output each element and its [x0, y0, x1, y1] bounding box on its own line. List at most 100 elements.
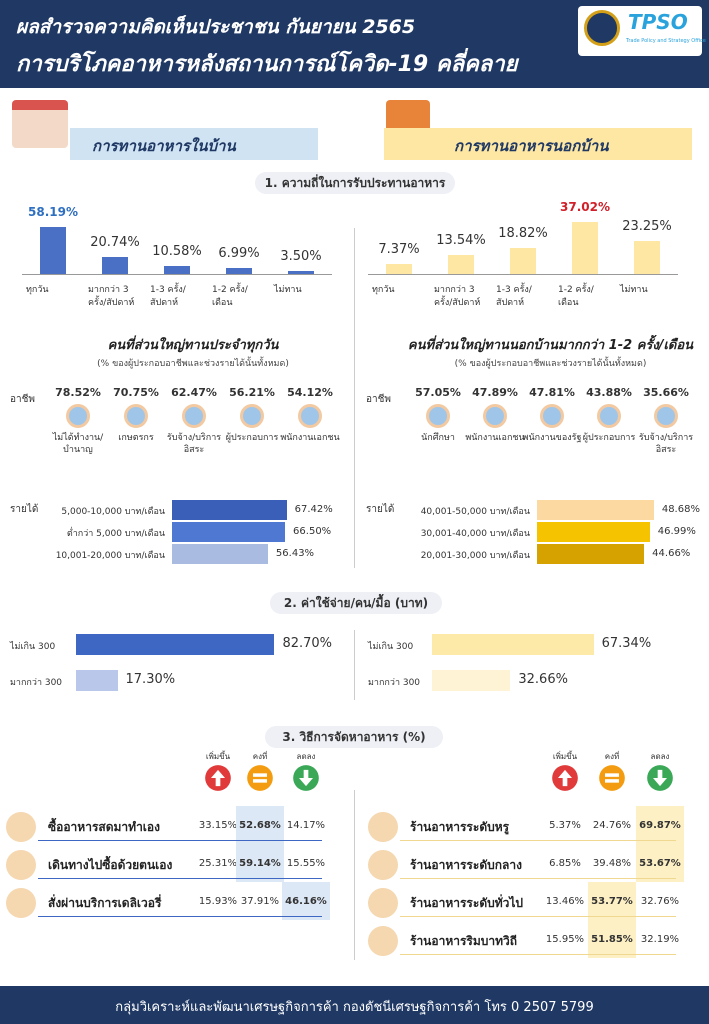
footer-bar	[0, 986, 709, 1024]
method-name: เดินทางไปซื้อด้วยตนเอง	[48, 858, 173, 872]
row-rule	[38, 878, 322, 879]
avatar-icon	[540, 404, 564, 428]
home-panel	[70, 128, 318, 160]
bar	[572, 222, 598, 274]
method-value: 53.77%	[591, 896, 633, 907]
occupation-value: 57.05%	[415, 386, 461, 399]
row-icon	[6, 812, 36, 842]
occupation-label: อาชีพ	[366, 394, 391, 405]
spending-category: มากกว่า 300	[368, 678, 421, 688]
method-name: ซื้ออาหารสดมาทำเอง	[48, 820, 160, 834]
avatar-icon	[124, 404, 148, 428]
occupation-value: 56.21%	[229, 386, 275, 399]
occupation-value: 54.12%	[287, 386, 333, 399]
occupation-name: รับจ้าง/บริการอิสระ	[166, 433, 222, 455]
income-value: 67.42%	[294, 504, 333, 515]
profile-subtitle: (% ของผู้ประกอบอาชีพและช่วงรายได้นั้นทั้…	[454, 359, 647, 369]
profile-title: คนที่ส่วนใหญ่ทานนอกบ้านมากกว่า 1-2 ครั้ง…	[407, 338, 694, 353]
bar	[510, 247, 536, 274]
method-value: 25.31%	[198, 858, 238, 869]
avatar-icon	[654, 404, 678, 428]
trend-icon-svg	[293, 765, 319, 791]
income-label: รายได้	[10, 504, 39, 515]
method-name: สั่งผ่านบริการเดลิเวอรี่	[48, 896, 162, 910]
method-value: 24.76%	[592, 820, 632, 831]
value-label: 58.19%	[28, 205, 78, 220]
row-icon	[368, 888, 398, 918]
title-line-2: การบริโภคอาหารหลังสถานการณ์โควิด-19 คลี่…	[16, 52, 518, 77]
occupation-name: ไม่ได้ทำงาน/บำนาญ	[52, 433, 104, 455]
income-bar	[537, 522, 650, 542]
income-value: 56.43%	[275, 548, 315, 559]
category-label: ไม่ทาน	[274, 285, 302, 295]
income-label: รายได้	[366, 504, 395, 515]
method-name: ร้านอาหารระดับทั่วไป	[410, 896, 524, 910]
income-name: 30,001-40,000 บาท/เดือน	[420, 529, 530, 539]
row-icon	[368, 812, 398, 842]
highlight-cell	[636, 844, 684, 882]
method-value: 32.76%	[640, 896, 680, 907]
spending-value: 82.70%	[282, 636, 333, 651]
occupation-value: 70.75%	[113, 386, 159, 399]
trend-icon	[246, 764, 274, 792]
column-header: คงที่	[604, 752, 620, 761]
profile-title: คนที่ส่วนใหญ่ทานประจำทุกวัน	[107, 338, 279, 353]
row-rule	[400, 840, 676, 841]
value-label: 13.54%	[436, 233, 486, 249]
method-value: 37.91%	[240, 896, 280, 907]
row-icon	[6, 850, 36, 880]
method-value: 14.17%	[286, 820, 326, 831]
method-value: 33.15%	[198, 820, 238, 831]
income-bar	[172, 522, 286, 542]
column-header: เพิ่มขึ้น	[552, 752, 578, 761]
occupation-name: พนักงานเอกชน	[465, 433, 525, 443]
baseline	[368, 274, 678, 275]
occupation-value: 47.89%	[472, 386, 518, 399]
bar	[102, 257, 128, 274]
method-value: 59.14%	[239, 858, 281, 869]
seal-icon	[584, 10, 620, 46]
bar	[164, 265, 190, 274]
spending-value: 32.66%	[518, 672, 568, 687]
trend-icon	[204, 764, 232, 792]
row-icon	[368, 850, 398, 880]
highlight-cell	[636, 806, 684, 844]
divider	[354, 790, 355, 960]
occupation-name: รับจ้าง/บริการอิสระ	[638, 433, 694, 455]
income-bar	[172, 500, 287, 520]
trend-icon-svg	[205, 765, 231, 791]
category-label: ไม่ทาน	[620, 285, 648, 295]
value-label: 7.37%	[378, 241, 420, 257]
method-value: 69.87%	[639, 820, 681, 831]
method-value: 6.85%	[549, 858, 581, 869]
section-2-title: 2. ค่าใช้จ่าย/คน/มื้อ (บาท)	[270, 592, 442, 614]
method-value: 52.68%	[239, 820, 281, 831]
income-value: 46.99%	[657, 526, 696, 537]
method-value: 15.95%	[545, 934, 585, 945]
row-rule	[400, 878, 676, 879]
category-label: มากกว่า 3 ครั้ง/สัปดาห์	[88, 285, 135, 308]
trend-icon-svg	[552, 765, 578, 791]
category-label: 1-3 ครั้ง/ สัปดาห์	[150, 285, 186, 308]
occupation-name: ผู้ประกอบการ	[225, 433, 279, 443]
spending-bar	[432, 634, 594, 655]
section-1-title: 1. ความถี่ในการรับประทานอาหาร	[255, 172, 455, 194]
avatar-icon	[298, 404, 322, 428]
bar	[634, 241, 660, 274]
trend-icon	[551, 764, 579, 792]
home-icon	[12, 100, 68, 148]
spending-bar	[76, 670, 118, 691]
spending-category: ไม่เกิน 300	[368, 642, 414, 652]
row-rule	[400, 954, 676, 955]
trend-icon-svg	[647, 765, 673, 791]
bar	[386, 263, 412, 274]
trend-icon	[646, 764, 674, 792]
occupation-value: 43.88%	[586, 386, 632, 399]
trend-icon-svg	[247, 765, 273, 791]
highlight-cell	[236, 806, 284, 844]
occupation-name: นักศึกษา	[421, 433, 455, 443]
occupation-value: 35.66%	[643, 386, 689, 399]
income-bar	[172, 544, 268, 564]
income-name: 20,001-30,000 บาท/เดือน	[420, 551, 530, 561]
